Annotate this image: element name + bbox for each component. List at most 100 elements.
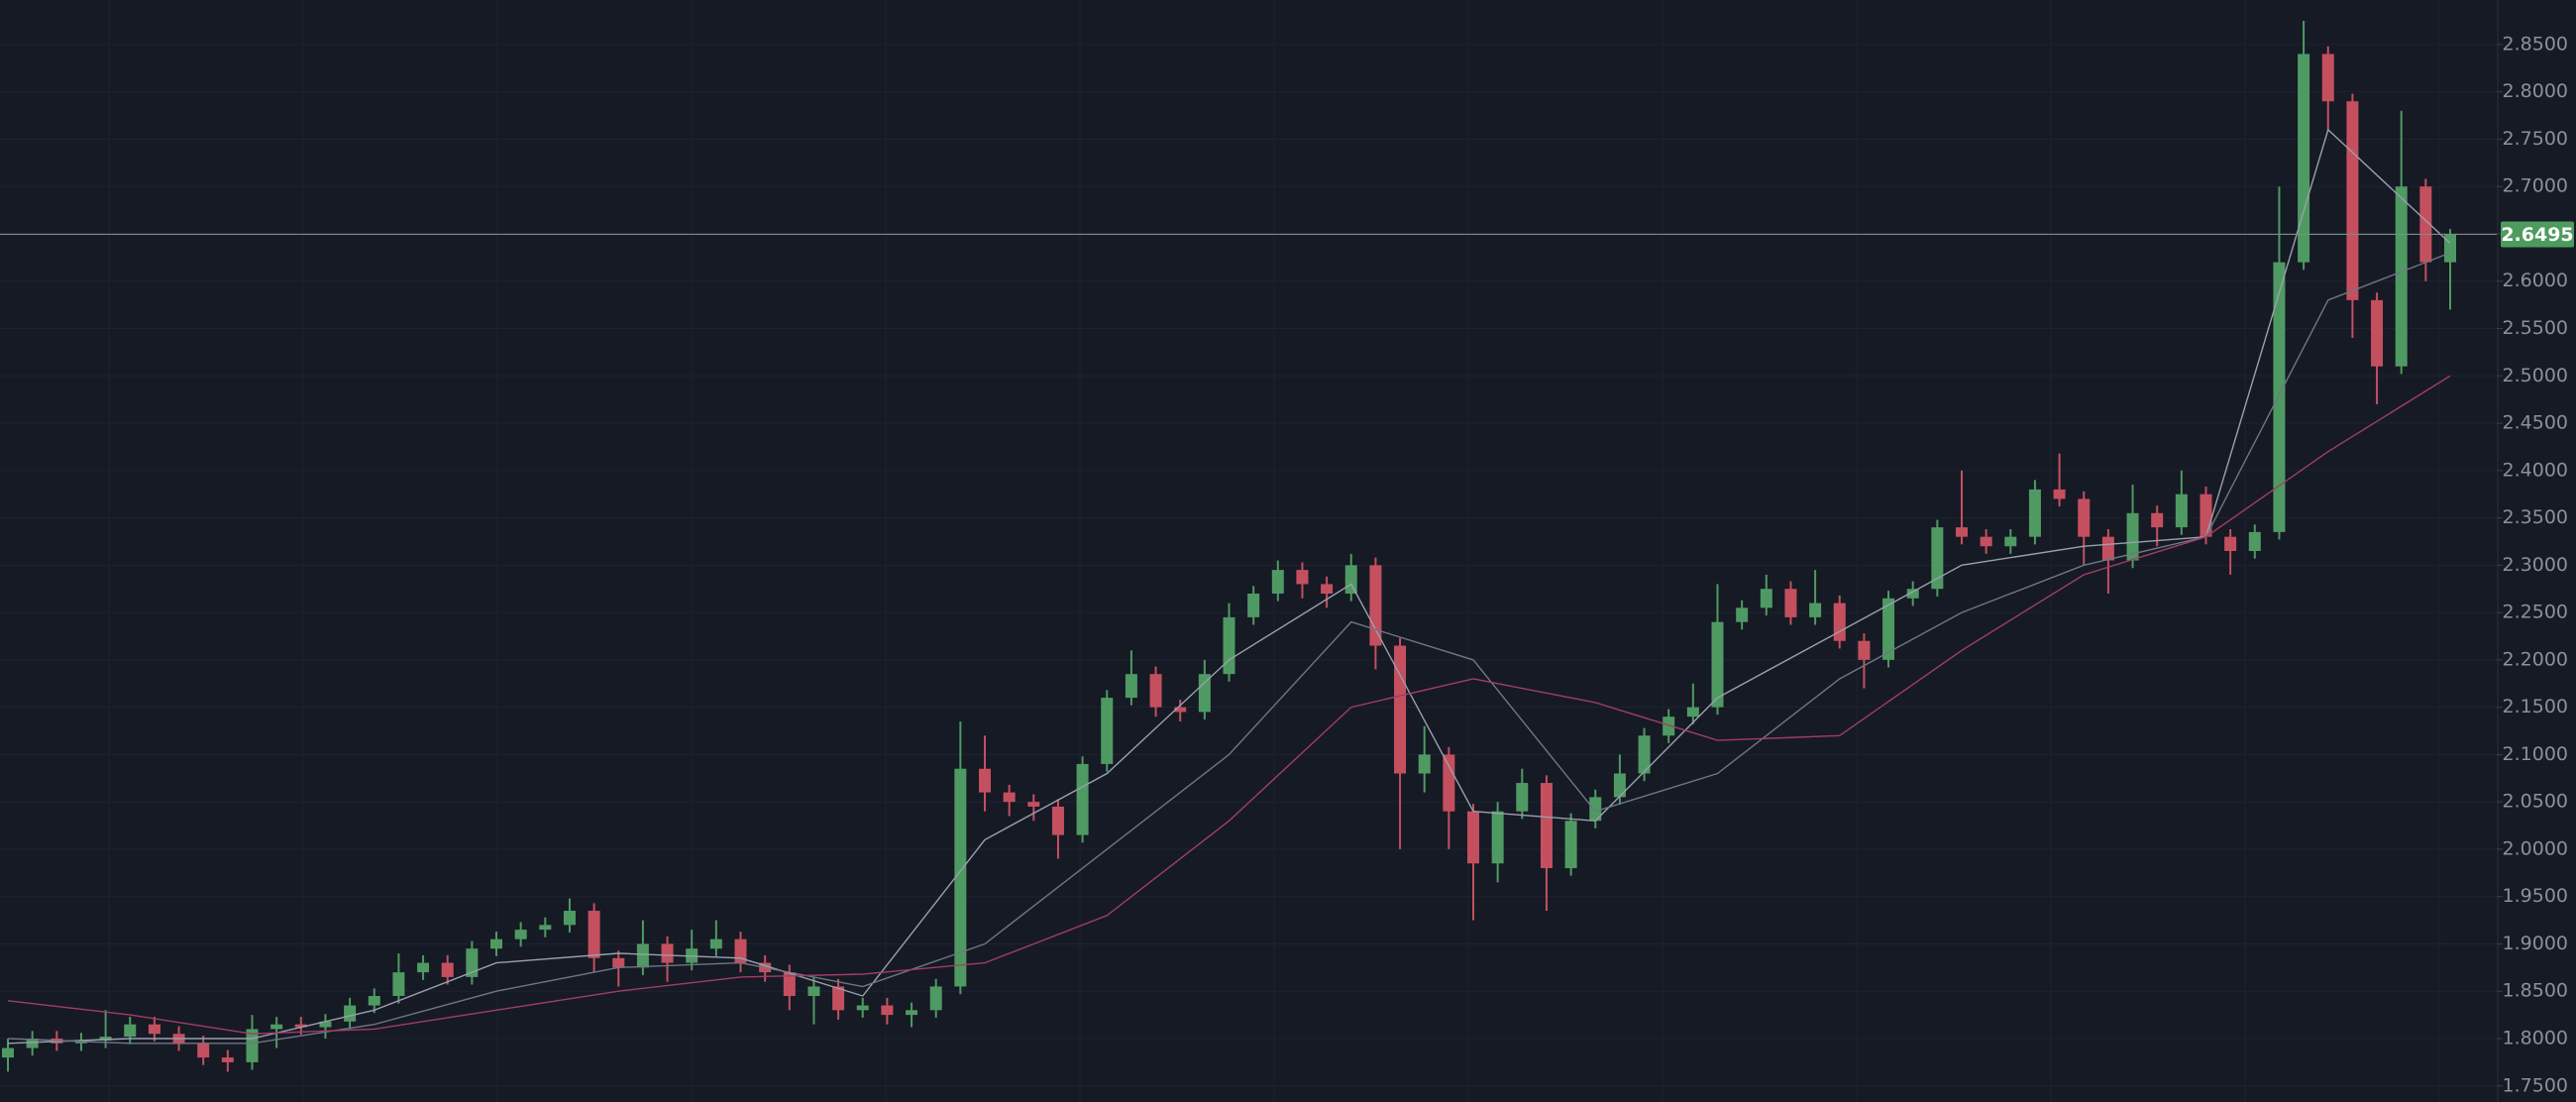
candle-body — [319, 1021, 332, 1028]
candle-body — [1369, 565, 1382, 646]
candle-body — [1296, 570, 1309, 585]
candle-body — [1686, 707, 1699, 717]
candle-body — [1638, 735, 1651, 774]
candle-body — [1223, 616, 1235, 675]
candle-body — [1271, 570, 1284, 594]
candle-body — [99, 1037, 112, 1041]
candle-body — [270, 1024, 283, 1030]
candle-body — [1809, 603, 1822, 617]
moving-average-line — [7, 252, 2451, 1045]
y-tick-label: 2.1000 — [2503, 743, 2568, 765]
candle-body — [2248, 531, 2261, 551]
candle-body — [1149, 674, 1162, 708]
candle-body — [1027, 802, 1040, 807]
candle-body — [294, 1024, 307, 1028]
y-tick-label: 1.9500 — [2503, 885, 2568, 907]
moving-average-line — [7, 128, 2451, 1045]
y-tick-label: 1.7500 — [2503, 1074, 2568, 1096]
candle-body — [709, 938, 722, 949]
candle-body — [2371, 299, 2384, 367]
candle-body — [1540, 783, 1553, 869]
candle-body — [466, 948, 479, 977]
candle-body — [929, 986, 942, 1011]
candle-body — [441, 962, 454, 977]
candle-body — [1956, 527, 1968, 537]
candle-body — [1467, 811, 1479, 864]
candle-body — [2395, 186, 2408, 367]
y-tick-label: 2.2500 — [2503, 602, 2568, 623]
candle-body — [514, 930, 527, 939]
y-tick-label: 2.0000 — [2503, 837, 2568, 859]
y-tick-label: 2.7500 — [2503, 128, 2568, 150]
candle-body — [734, 938, 747, 963]
y-tick-label: 2.4500 — [2503, 412, 2568, 434]
candle-body — [1344, 565, 1357, 594]
candle-body — [124, 1024, 137, 1038]
candle-body — [417, 962, 430, 973]
candle-body — [563, 911, 576, 926]
candle-body — [2053, 489, 2066, 499]
candle-body — [2321, 54, 2334, 102]
candle-body — [1858, 640, 1871, 660]
candle-body — [954, 768, 967, 987]
y-tick-label: 2.5500 — [2503, 317, 2568, 339]
candle-body — [588, 911, 600, 958]
candle-body — [2151, 512, 2164, 528]
candle-body — [490, 938, 502, 949]
y-tick-label: 2.3500 — [2503, 506, 2568, 528]
candle-body — [1443, 754, 1455, 812]
last-price-box — [2501, 221, 2574, 248]
candle-body — [1760, 589, 1772, 608]
candle-body — [221, 1057, 234, 1062]
candle-body — [636, 943, 649, 968]
candle-body — [2346, 101, 2359, 300]
candle-body — [2028, 489, 2041, 537]
candle-body — [1516, 783, 1529, 812]
candle-body — [539, 925, 552, 931]
candle-body — [368, 996, 380, 1006]
candle-body — [1418, 754, 1431, 774]
candle-body — [1784, 589, 1797, 617]
candle-body — [2, 1047, 14, 1058]
candle-body — [1906, 589, 1919, 599]
candle-body — [1980, 536, 1992, 547]
y-tick-label: 2.8000 — [2503, 80, 2568, 102]
candle-body — [881, 1005, 894, 1016]
candle-body — [2224, 536, 2237, 551]
candle-body — [1564, 821, 1577, 869]
candle-body — [2101, 536, 2114, 561]
y-tick-label: 2.1500 — [2503, 696, 2568, 717]
y-tick-label: 1.8000 — [2503, 1027, 2568, 1048]
candle-body — [856, 1005, 869, 1011]
candle-body — [2078, 498, 2091, 537]
y-tick-label: 2.6000 — [2503, 270, 2568, 291]
candle-body — [1589, 797, 1602, 822]
y-tick-label: 2.8500 — [2503, 33, 2568, 55]
candle-body — [661, 943, 674, 963]
candle-body — [1321, 584, 1334, 594]
candle-body — [2004, 536, 2017, 547]
candle-body — [344, 1005, 357, 1022]
candle-body — [783, 972, 796, 997]
candle-body — [906, 1010, 918, 1016]
candle-body — [1711, 621, 1724, 708]
candle-body — [392, 972, 405, 997]
candle-body — [1174, 707, 1187, 713]
candle-body — [197, 1043, 210, 1058]
candle-body — [26, 1038, 39, 1048]
candle-body — [1247, 593, 1260, 617]
candle-body — [2200, 494, 2212, 537]
y-tick-label: 1.9000 — [2503, 933, 2568, 954]
candle-body — [2273, 262, 2286, 532]
candle-body — [1394, 645, 1407, 774]
candle-body — [2126, 512, 2139, 561]
candle-body — [1882, 598, 1895, 660]
candle-body — [1125, 674, 1137, 699]
candle-body — [2298, 54, 2310, 263]
candle-body — [1931, 527, 1944, 590]
candle-body — [807, 986, 820, 997]
candle-body — [2175, 494, 2188, 528]
